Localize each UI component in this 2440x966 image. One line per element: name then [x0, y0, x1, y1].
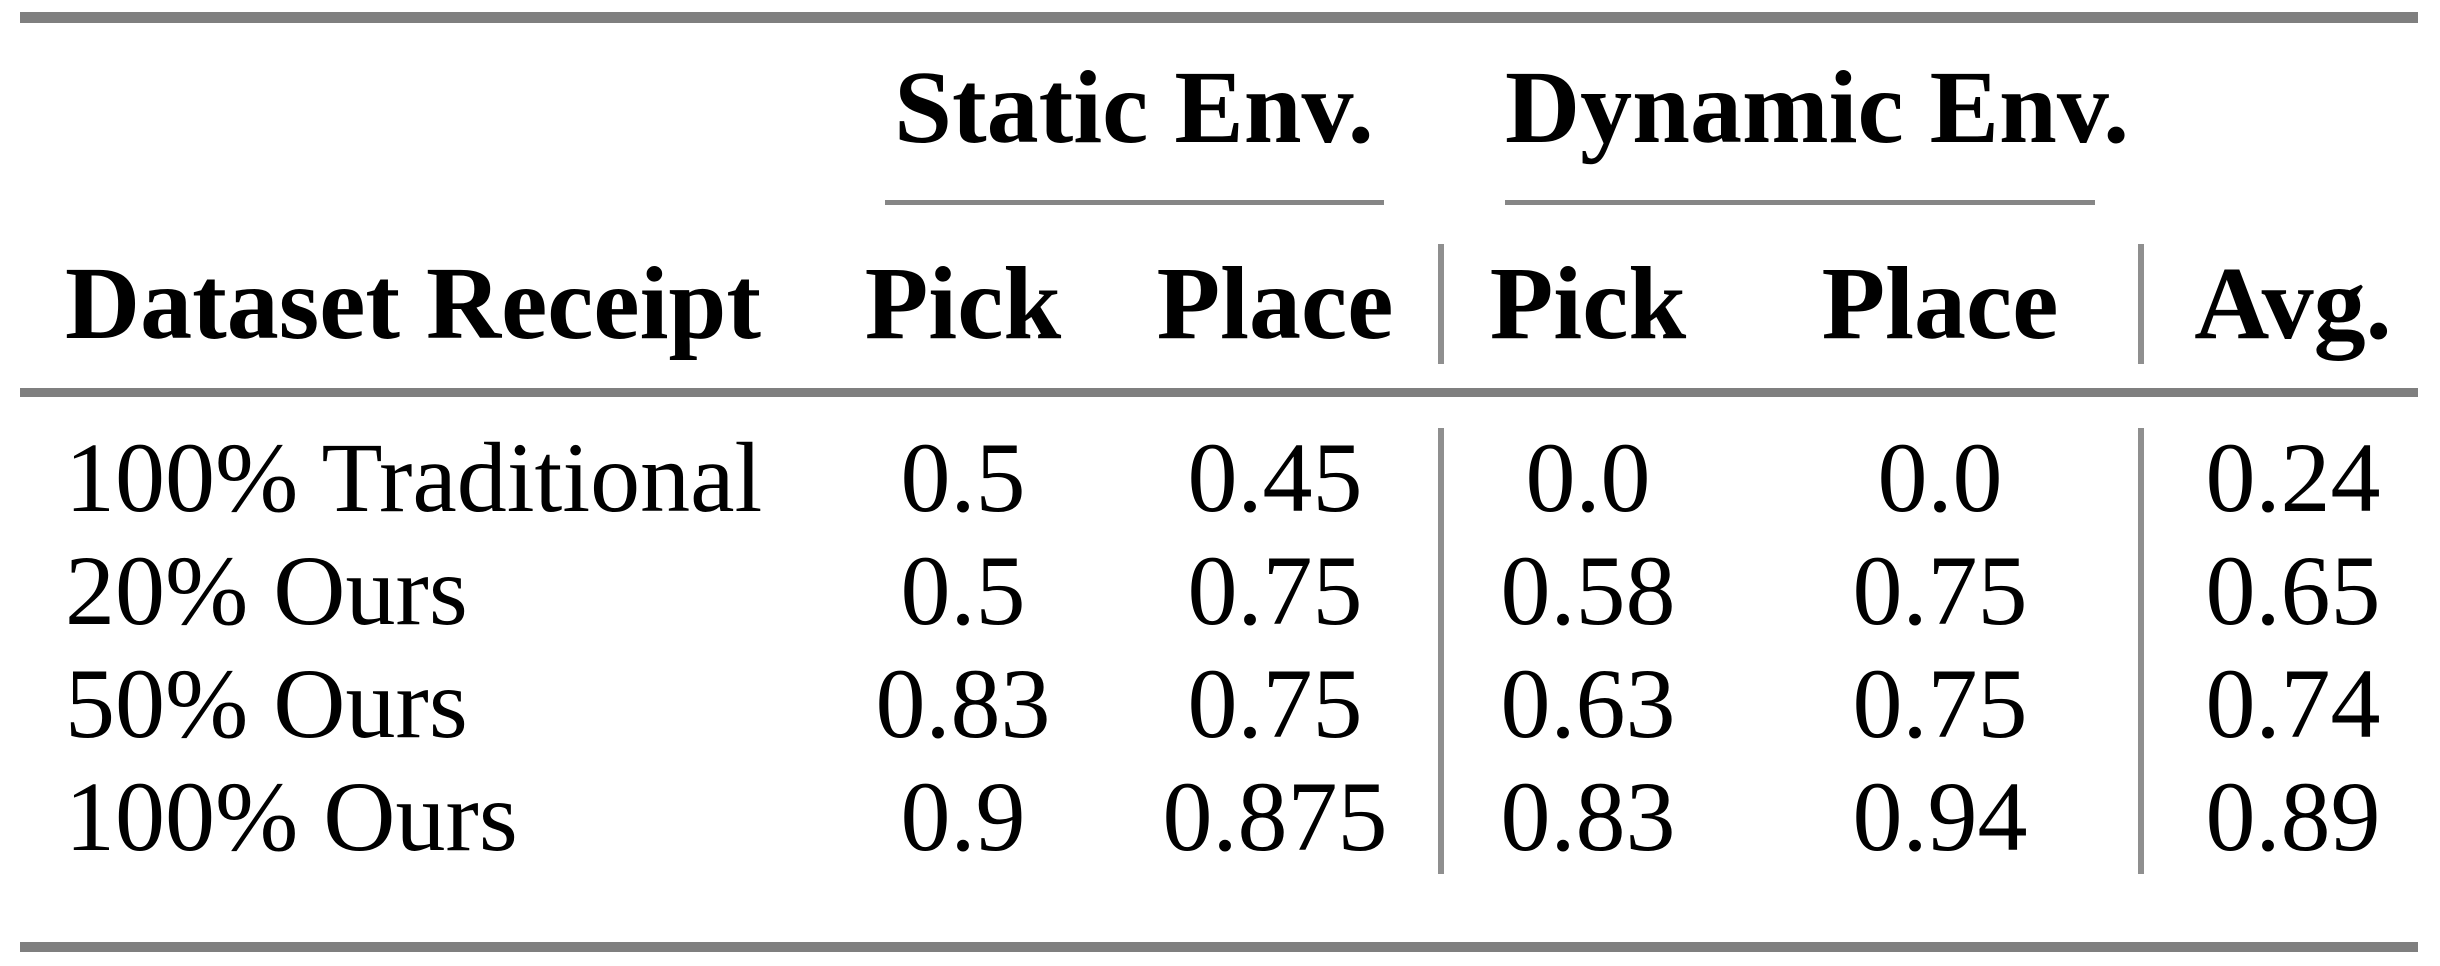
group-header-static-env: Static Env. — [894, 50, 1374, 165]
cell-dynamic-place: 0.94 — [1852, 761, 2028, 872]
cell-dynamic-pick: 0.63 — [1500, 648, 1676, 759]
column-separator-1-body — [1438, 428, 1444, 874]
cell-dynamic-pick: 0.0 — [1525, 422, 1651, 533]
table-bottom-rule — [20, 942, 2418, 952]
cell-avg: 0.24 — [2205, 422, 2381, 533]
cell-dynamic-pick: 0.58 — [1500, 535, 1676, 646]
cell-static-pick: 0.83 — [875, 648, 1051, 759]
cell-dynamic-place: 0.75 — [1852, 648, 2028, 759]
column-header-row: Dataset Receipt Pick Place Pick Place Av… — [0, 244, 2440, 364]
row-label: 100% Ours — [65, 761, 518, 872]
table-row: 50% Ours 0.83 0.75 0.63 0.75 0.74 — [0, 647, 2440, 760]
dynamic-env-underline — [1505, 200, 2095, 205]
cell-dynamic-place: 0.0 — [1877, 422, 2003, 533]
row-label: 50% Ours — [65, 648, 468, 759]
table-row: 100% Ours 0.9 0.875 0.83 0.94 0.89 — [0, 760, 2440, 873]
column-header-static-pick: Pick — [864, 246, 1062, 361]
cell-static-pick: 0.9 — [900, 761, 1026, 872]
cell-static-pick: 0.5 — [900, 422, 1026, 533]
cell-dynamic-place: 0.75 — [1852, 535, 2028, 646]
cell-avg: 0.65 — [2205, 535, 2381, 646]
cell-static-place: 0.45 — [1187, 422, 1363, 533]
cell-avg: 0.89 — [2205, 761, 2381, 872]
table-row: 100% Traditional 0.5 0.45 0.0 0.0 0.24 — [0, 421, 2440, 534]
column-header-avg: Avg. — [2194, 246, 2392, 361]
group-header-dynamic-env: Dynamic Env. — [1505, 50, 2130, 165]
table-header-rule — [20, 388, 2418, 397]
cell-static-place: 0.75 — [1187, 535, 1363, 646]
column-header-static-place: Place — [1156, 246, 1394, 361]
column-header-dynamic-place: Place — [1821, 246, 2059, 361]
cell-dynamic-pick: 0.83 — [1500, 761, 1676, 872]
column-separator-1-header — [1438, 244, 1444, 364]
column-separator-2-header — [2138, 244, 2144, 364]
column-separator-2-body — [2138, 428, 2144, 874]
table-row: 20% Ours 0.5 0.75 0.58 0.75 0.65 — [0, 534, 2440, 647]
column-header-dynamic-pick: Pick — [1489, 246, 1687, 361]
cell-static-place: 0.75 — [1187, 648, 1363, 759]
row-label: 100% Traditional — [65, 422, 763, 533]
static-env-underline — [885, 200, 1384, 205]
cell-static-pick: 0.5 — [900, 535, 1026, 646]
row-label: 20% Ours — [65, 535, 468, 646]
cell-avg: 0.74 — [2205, 648, 2381, 759]
cell-static-place: 0.875 — [1162, 761, 1388, 872]
column-header-dataset-receipt: Dataset Receipt — [65, 246, 761, 361]
table-top-rule — [20, 12, 2418, 23]
